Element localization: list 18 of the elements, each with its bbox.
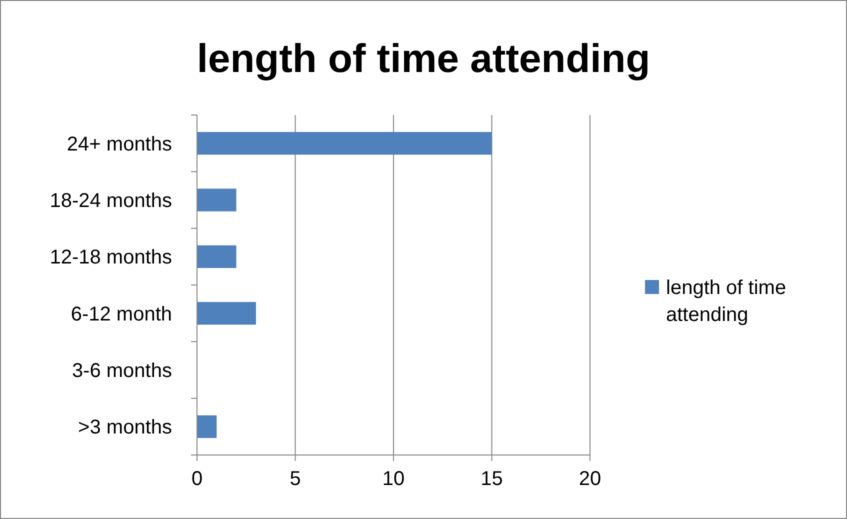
y-tick-label: 12-18 months [50,246,172,269]
bar [197,415,217,438]
y-tick-label: 3-6 months [72,360,172,382]
x-tick-label: 15 [480,468,503,490]
legend-label: length of time attending [666,277,786,326]
bar [197,245,236,268]
y-tick-label: 24+ months [66,133,172,156]
bar [197,132,492,155]
bar [197,188,236,212]
y-tick-label: >3 months [78,416,172,439]
x-tick-label: 10 [382,468,405,490]
x-tick-label: 5 [290,468,301,490]
chart-title: length of time attending [196,37,650,81]
x-tick-label: 20 [578,468,602,490]
bar [197,302,256,325]
x-tick-label: 0 [191,468,203,490]
y-tick-label: 18-24 months [50,190,172,212]
y-tick-label: 6-12 month [70,303,172,326]
